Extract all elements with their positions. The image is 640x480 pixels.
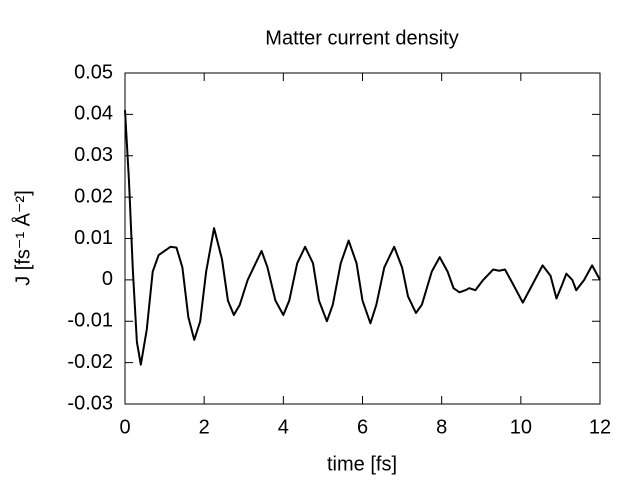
y-tick-label: 0.01 xyxy=(74,227,113,249)
y-tick-label: -0.03 xyxy=(67,392,113,414)
x-tick-label: 4 xyxy=(278,416,289,438)
x-tick-label: 2 xyxy=(199,416,210,438)
y-tick-label: 0.04 xyxy=(74,103,113,125)
x-tick-label: 12 xyxy=(589,416,611,438)
y-tick-label: 0.02 xyxy=(74,185,113,207)
x-axis-label: time [fs] xyxy=(327,453,397,475)
y-tick-label: 0.03 xyxy=(74,144,113,166)
y-tick-label: -0.01 xyxy=(67,310,113,332)
x-tick-label: 8 xyxy=(436,416,447,438)
y-tick-label: 0.05 xyxy=(74,61,113,83)
x-tick-label: 0 xyxy=(119,416,130,438)
y-axis-label: J [fs⁻¹ Å⁻²] xyxy=(11,190,34,286)
chart-title: Matter current density xyxy=(265,27,458,49)
x-tick-label: 6 xyxy=(357,416,368,438)
data-line xyxy=(124,110,601,366)
x-tick-label: 10 xyxy=(510,416,532,438)
y-tick-label: 0 xyxy=(102,268,113,290)
y-tick-label: -0.02 xyxy=(67,351,113,373)
